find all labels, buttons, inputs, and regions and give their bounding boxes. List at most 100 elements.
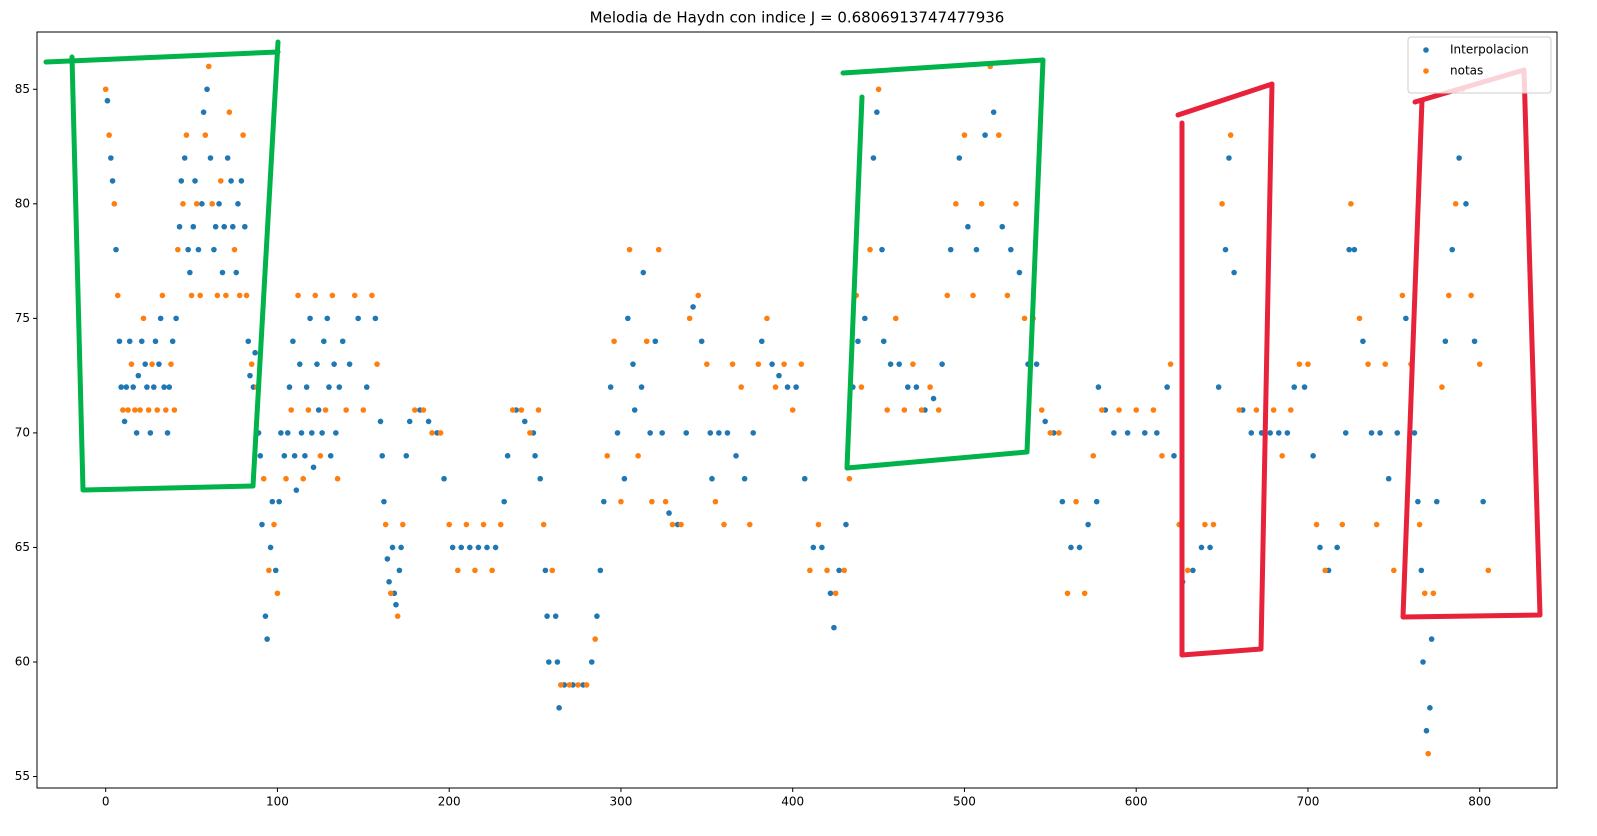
point — [219, 269, 226, 276]
point — [458, 544, 465, 551]
point — [209, 201, 215, 207]
point — [733, 453, 739, 459]
legend-marker — [1423, 68, 1429, 74]
point — [614, 430, 621, 436]
point — [336, 384, 343, 390]
point — [669, 521, 676, 528]
y-tick-label: 60 — [15, 655, 30, 669]
point — [1428, 636, 1435, 642]
point — [501, 498, 507, 505]
point — [480, 521, 487, 528]
x-tick-label: 100 — [266, 795, 289, 809]
point — [846, 475, 853, 482]
point — [212, 223, 219, 230]
point — [635, 453, 641, 459]
point — [223, 292, 229, 299]
point — [546, 659, 552, 665]
point — [1403, 315, 1409, 322]
point — [1382, 361, 1389, 367]
point — [1279, 453, 1285, 459]
x-tick-label: 300 — [610, 795, 633, 809]
point — [1485, 567, 1492, 574]
point — [953, 201, 959, 207]
point — [965, 223, 971, 230]
point — [331, 361, 337, 367]
point — [939, 361, 945, 367]
point — [1468, 292, 1474, 299]
point — [312, 292, 319, 299]
point — [1150, 407, 1157, 413]
point — [126, 338, 133, 345]
point — [363, 384, 370, 390]
point — [549, 567, 556, 574]
point — [441, 475, 447, 482]
point — [1207, 544, 1213, 551]
x-tick-label: 500 — [953, 795, 976, 809]
point — [556, 705, 562, 711]
point — [1284, 430, 1291, 436]
point — [535, 407, 542, 413]
point — [298, 430, 305, 436]
point — [1275, 430, 1282, 436]
point — [135, 372, 142, 379]
point — [935, 407, 942, 413]
point — [145, 407, 152, 413]
point — [1202, 521, 1208, 528]
point — [183, 132, 190, 138]
point — [360, 407, 367, 413]
point — [1313, 521, 1320, 528]
point — [147, 430, 154, 436]
green-mark — [43, 49, 281, 65]
point — [403, 453, 410, 459]
point — [221, 223, 228, 230]
point — [149, 361, 155, 367]
point — [389, 544, 396, 551]
y-tick-label: 80 — [15, 196, 30, 210]
point — [109, 178, 116, 184]
point — [259, 521, 265, 528]
point — [640, 269, 647, 276]
point — [575, 682, 581, 688]
point — [309, 430, 315, 436]
point — [1236, 407, 1243, 413]
point — [867, 246, 873, 253]
point — [836, 567, 842, 574]
point — [649, 498, 655, 505]
point — [1425, 750, 1431, 757]
point — [1296, 361, 1303, 367]
point — [566, 682, 573, 688]
point — [772, 384, 779, 390]
point — [1442, 338, 1449, 345]
point — [281, 453, 288, 459]
point — [166, 384, 173, 390]
point — [758, 338, 765, 345]
point — [880, 338, 887, 345]
point — [1222, 246, 1229, 253]
point — [910, 361, 916, 367]
point — [1420, 659, 1426, 665]
point — [521, 418, 528, 425]
point — [801, 475, 808, 482]
point — [855, 338, 861, 345]
point — [274, 590, 281, 597]
point — [1099, 407, 1105, 413]
chart-title: Melodia de Haydn con indice J = 0.680691… — [590, 9, 1005, 27]
point — [841, 567, 848, 574]
point — [484, 544, 490, 551]
point — [707, 430, 714, 436]
point — [163, 407, 169, 413]
point — [446, 521, 453, 528]
point — [1377, 430, 1383, 436]
point — [492, 544, 499, 551]
point — [666, 510, 672, 516]
x-tick-label: 600 — [1125, 795, 1148, 809]
point — [176, 223, 183, 230]
point — [625, 315, 631, 322]
point — [238, 178, 245, 184]
point — [102, 86, 109, 93]
point — [242, 223, 248, 230]
point — [233, 269, 240, 276]
point — [518, 407, 525, 413]
point — [552, 613, 559, 619]
